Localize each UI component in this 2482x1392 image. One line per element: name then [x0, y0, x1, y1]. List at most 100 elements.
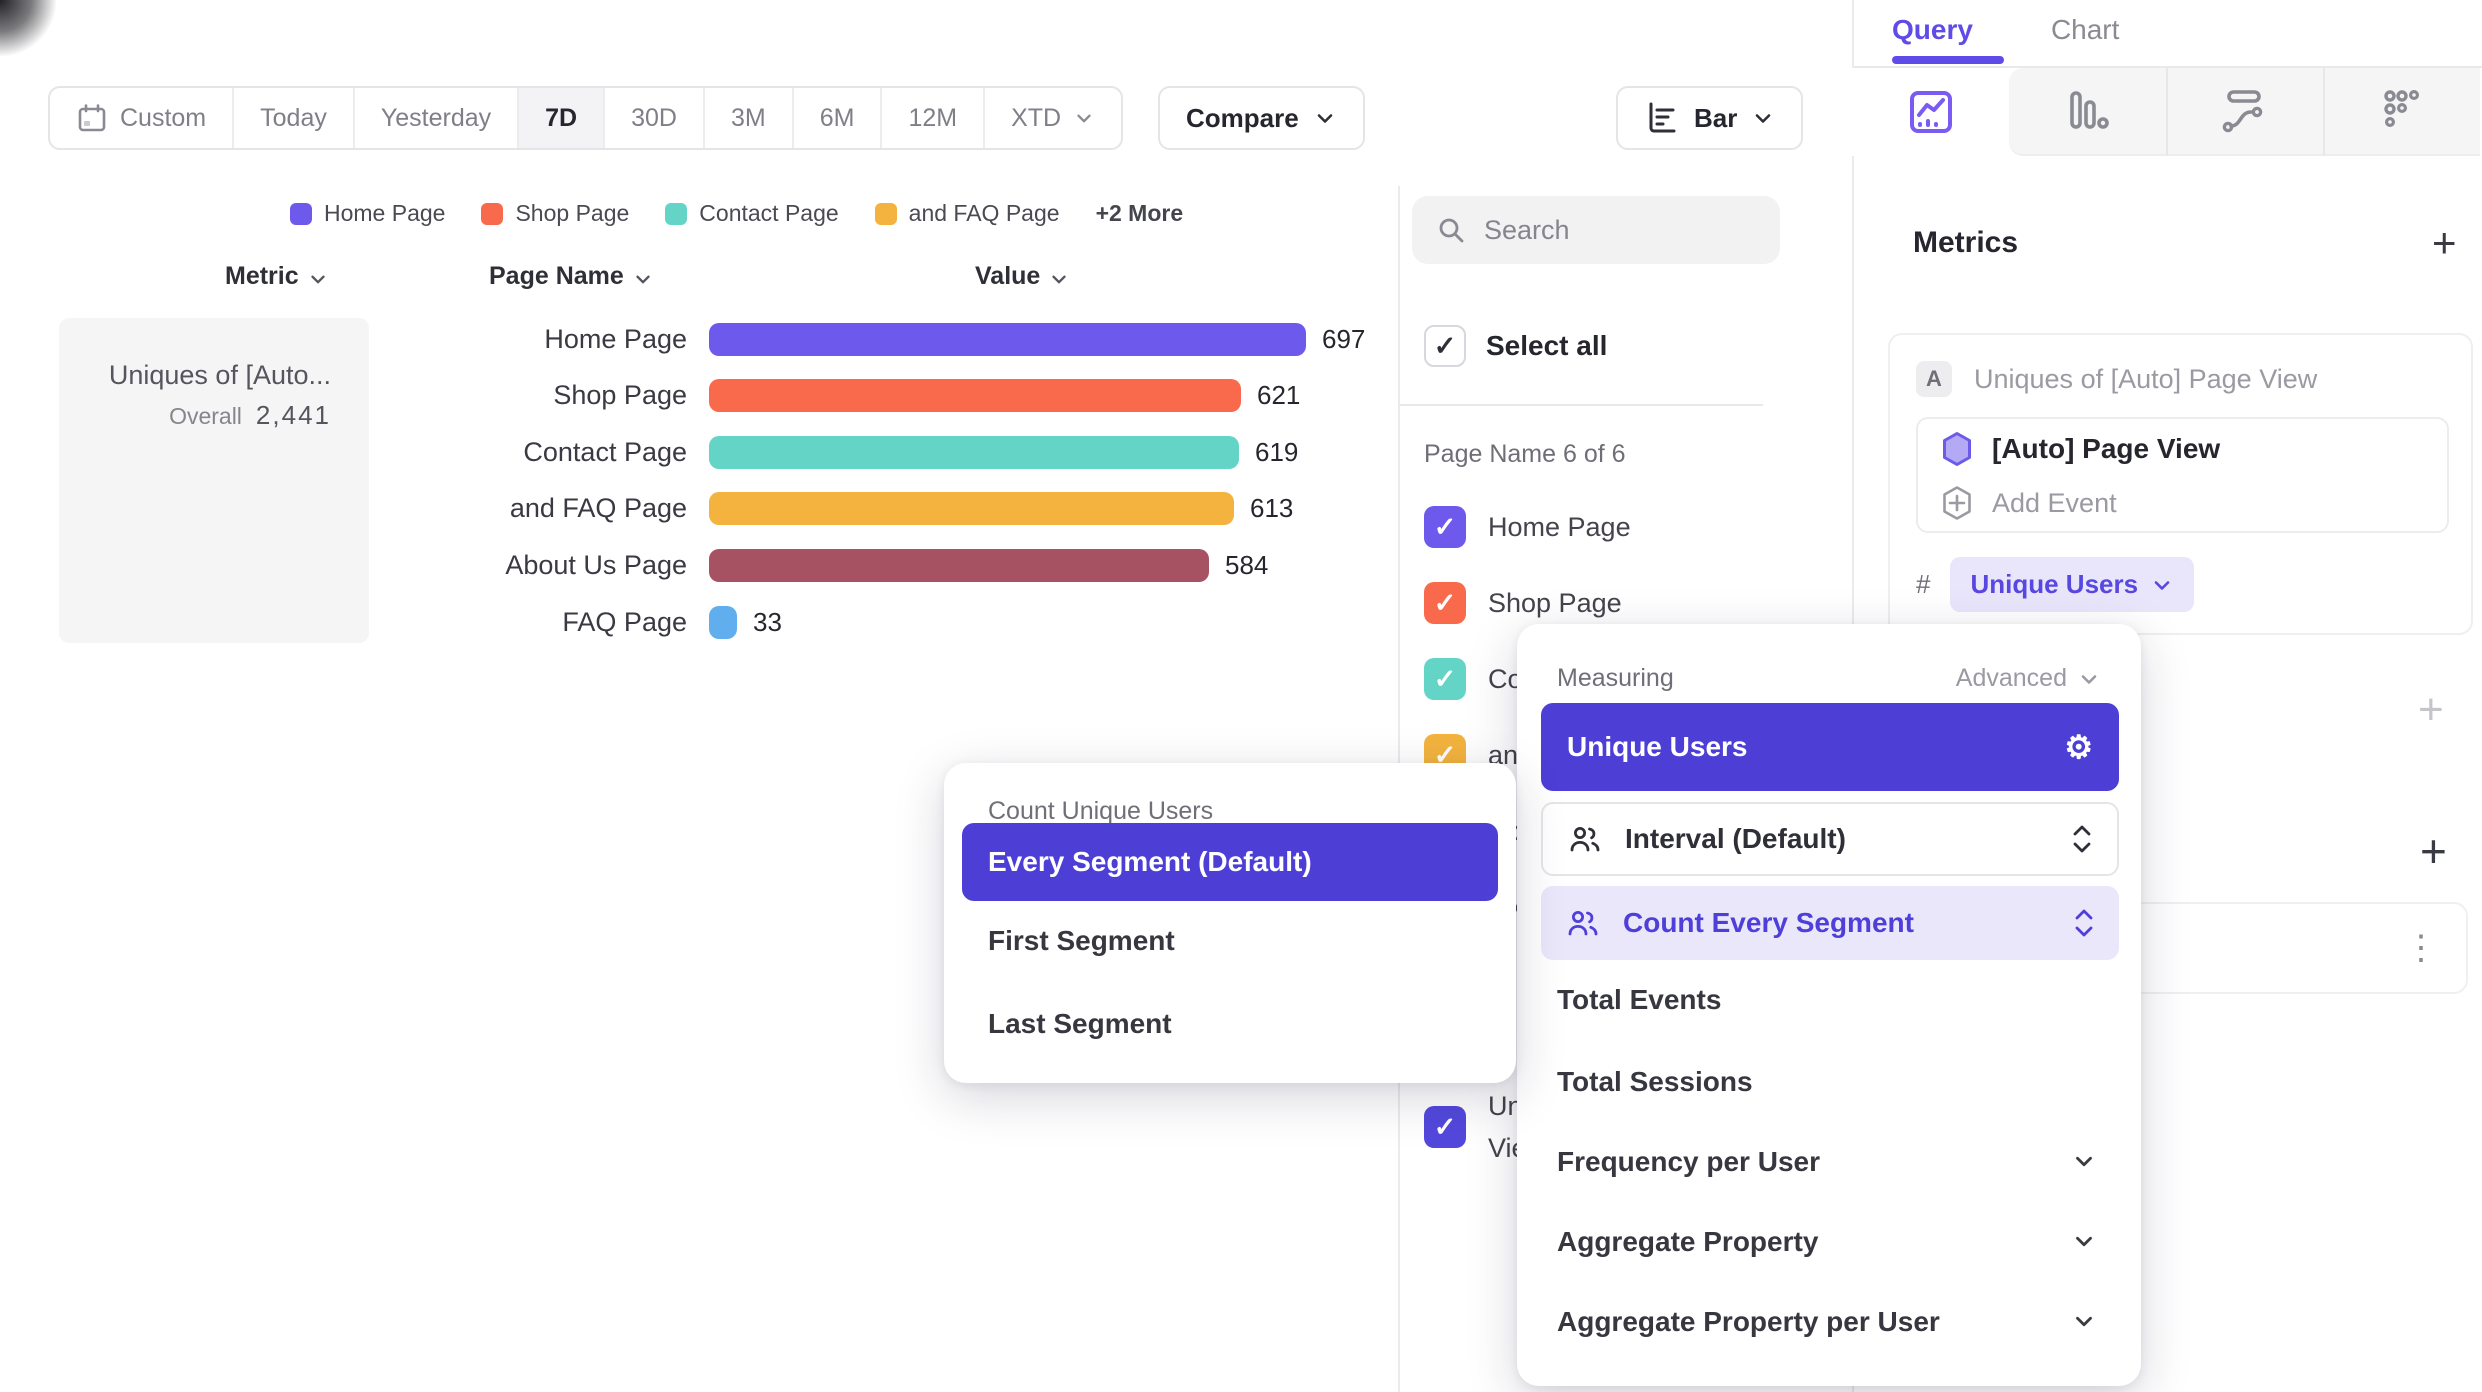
date-range-7d[interactable]: 7D — [517, 88, 604, 148]
date-range-12m[interactable]: 12M — [880, 88, 983, 148]
measuring-option-unique-users[interactable]: Unique Users ⚙ — [1541, 703, 2119, 791]
filter-item[interactable]: ✓ Shop Page — [1424, 582, 1622, 624]
measuring-option-expandable[interactable]: Frequency per User — [1557, 1146, 1820, 1177]
metric-summary-title: Uniques of [Auto... — [108, 360, 331, 390]
chevron-down-icon — [1751, 106, 1775, 130]
search-input[interactable]: Search — [1412, 196, 1780, 264]
bar-value: 621 — [1257, 380, 1301, 411]
chart-legend: Home Page Shop Page Contact Page and FAQ Pa… — [290, 200, 1183, 227]
compare-button[interactable]: Compare — [1158, 86, 1365, 150]
updown-stepper-icon — [2071, 822, 2093, 856]
legend-item[interactable]: Shop Page — [481, 200, 629, 227]
chart-type-tab-flows[interactable] — [2166, 68, 2323, 156]
bar-segment[interactable] — [709, 322, 1306, 356]
filter-checkbox[interactable]: ✓ — [1424, 506, 1466, 548]
bar-value: 619 — [1255, 436, 1299, 467]
column-header-page-name[interactable]: Page Name — [489, 262, 654, 291]
add-filter-button[interactable]: + — [2418, 685, 2444, 734]
bar-label: and FAQ Page — [509, 493, 687, 524]
filter-checkbox[interactable]: ✓ — [1424, 582, 1466, 624]
hexagon-plus-icon — [1940, 485, 1974, 521]
chart-type-button[interactable]: Bar — [1616, 86, 1804, 150]
bar-segment[interactable] — [709, 435, 1239, 469]
bar-value: 613 — [1250, 493, 1294, 524]
column-header-metric[interactable]: Metric — [225, 262, 329, 291]
filter-item[interactable]: ✓ Home Page — [1424, 506, 1631, 548]
compare-label: Compare — [1186, 102, 1299, 133]
bar-segment[interactable] — [709, 492, 1234, 526]
bar-label: Shop Page — [553, 380, 687, 411]
measuring-popup: Measuring Advanced Unique Users ⚙ Interv… — [1517, 624, 2141, 1386]
tab-query[interactable]: Query — [1892, 14, 1973, 45]
chevron-down-icon — [307, 264, 329, 290]
bar-value: 33 — [753, 606, 782, 637]
chart-type-tab-bar-chart[interactable] — [2009, 68, 2166, 156]
chevron-down-icon — [2071, 1228, 2097, 1254]
bar-label: Contact Page — [523, 436, 687, 467]
interval-selector[interactable]: Interval (Default) — [1541, 802, 2119, 876]
tab-chart[interactable]: Chart — [2050, 14, 2120, 45]
retention-icon — [2377, 85, 2429, 137]
add-metric-button[interactable]: + — [2432, 219, 2457, 266]
measuring-option[interactable]: Total Sessions — [1557, 1066, 1753, 1097]
people-icon — [1565, 907, 1601, 939]
chart-type-tab-insights[interactable] — [1852, 68, 2009, 156]
bar-value: 697 — [1322, 323, 1366, 354]
select-all-row[interactable]: ✓ Select all — [1424, 325, 1607, 367]
bar-segment[interactable] — [709, 605, 737, 639]
chevron-down-icon — [1048, 264, 1070, 290]
add-event-button[interactable]: Add Event — [1940, 485, 2117, 521]
legend-item[interactable]: and FAQ Page — [874, 200, 1060, 227]
filter-checkbox[interactable]: ✓ — [1424, 1106, 1466, 1148]
chevron-down-icon — [1073, 107, 1095, 129]
add-breakdown-button[interactable]: + — [2420, 825, 2447, 877]
chart-type-tab-retention[interactable] — [2323, 68, 2480, 156]
legend-swatch — [665, 202, 688, 225]
chart-type-strip — [1852, 68, 2482, 156]
insights-icon — [1904, 85, 1958, 139]
measure-selector-pill[interactable]: Unique Users — [1950, 557, 2195, 612]
legend-swatch — [481, 202, 504, 225]
count-option[interactable]: Last Segment — [988, 1008, 1172, 1039]
legend-item[interactable]: Home Page — [290, 200, 445, 227]
measuring-option-expandable[interactable]: Aggregate Property — [1557, 1226, 1819, 1257]
chevron-down-icon — [1313, 106, 1337, 130]
chart-type-label: Bar — [1694, 102, 1738, 133]
date-range-xtd[interactable]: XTD — [983, 88, 1121, 148]
bar-chart-icon — [2062, 85, 2114, 137]
legend-swatch — [290, 202, 312, 225]
bar-segment[interactable] — [709, 548, 1209, 582]
date-range-30d[interactable]: 30D — [603, 88, 703, 148]
legend-item[interactable]: Contact Page — [665, 200, 839, 227]
legend-more[interactable]: +2 More — [1095, 200, 1184, 226]
calendar-icon — [76, 102, 108, 134]
column-header-value[interactable]: Value — [975, 262, 1070, 291]
measuring-option[interactable]: Total Events — [1557, 984, 1722, 1015]
bar-value: 584 — [1225, 549, 1269, 580]
gear-icon[interactable]: ⚙ — [2064, 729, 2093, 765]
bar-segment[interactable] — [709, 379, 1241, 413]
chevron-down-icon — [2071, 1308, 2097, 1334]
chevron-down-icon — [632, 264, 654, 290]
advanced-dropdown[interactable]: Advanced — [1956, 664, 2101, 693]
date-range-group: Custom Today Yesterday 7D 30D 3M 6M 12M XTD — [48, 86, 1124, 150]
count-option-every-segment[interactable]: Every Segment (Default) — [962, 823, 1498, 901]
date-range-6m[interactable]: 6M — [791, 88, 881, 148]
vertical-dots-icon[interactable]: ⋮ — [2404, 929, 2440, 967]
filter-checkbox[interactable]: ✓ — [1424, 658, 1466, 700]
measuring-option-expandable[interactable]: Aggregate Property per User — [1557, 1306, 1940, 1337]
date-range-3m[interactable]: 3M — [702, 88, 792, 148]
metric-row[interactable]: A Uniques of [Auto] Page View — [1916, 361, 2317, 397]
metric-row-title: Uniques of [Auto] Page View — [1974, 363, 2318, 394]
event-row[interactable]: [Auto] Page View — [1940, 431, 2220, 467]
date-range-yesterday[interactable]: Yesterday — [352, 88, 517, 148]
event-box: [Auto] Page View Add Event — [1916, 417, 2449, 533]
count-segment-selector[interactable]: Count Every Segment — [1541, 886, 2119, 960]
date-range-today[interactable]: Today — [232, 88, 353, 148]
date-range-custom[interactable]: Custom — [50, 88, 232, 148]
count-option[interactable]: First Segment — [988, 925, 1175, 956]
select-all-checkbox[interactable]: ✓ — [1424, 325, 1466, 367]
tabs-divider — [1854, 66, 2482, 68]
metric-summary-card[interactable]: Uniques of [Auto... Overall 2,441 — [59, 318, 369, 643]
